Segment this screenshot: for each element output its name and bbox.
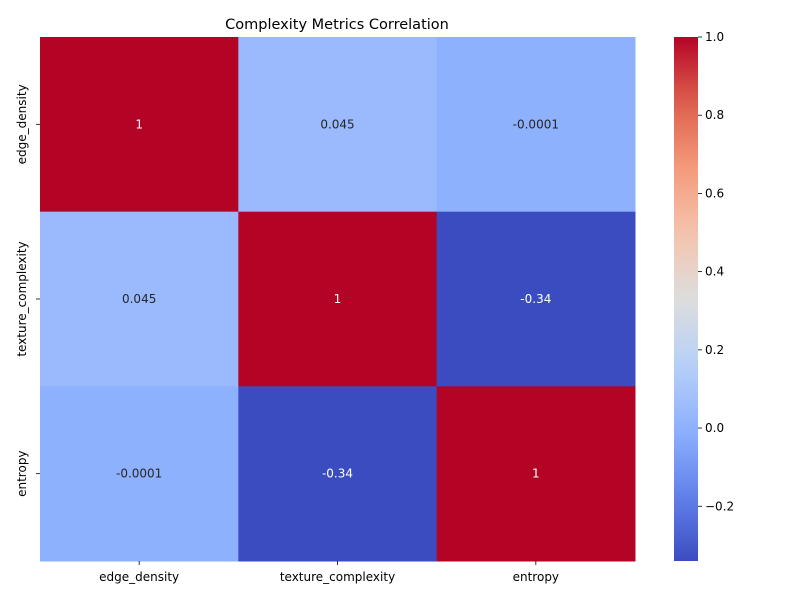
y-tick-label: texture_complexity <box>15 241 29 356</box>
colorbar-tick-label: 1.0 <box>705 30 724 44</box>
heatmap-cells: 1 0.045 -0.0001 0.045 1 -0.34 -0.0001 -0.34 1 <box>40 37 636 562</box>
colorbar-tick-label: 0.8 <box>705 108 724 122</box>
chart-title: Complexity Metrics Correlation <box>225 17 449 33</box>
heatmap-cell-1-1 <box>238 211 438 387</box>
colorbar-tick-label: 0.0 <box>705 421 724 435</box>
cell-annotation-0-0: 1 <box>135 117 143 131</box>
colorbar-tick-label: 0.2 <box>705 343 724 357</box>
cell-annotation-2-2: 1 <box>532 467 540 481</box>
heatmap-cell-0-1 <box>238 37 438 213</box>
x-tick-label: entropy <box>513 570 559 584</box>
heatmap-cell-0-0 <box>40 37 239 213</box>
cell-annotation-2-0: -0.0001 <box>116 467 162 481</box>
cell-annotation-2-1: -0.34 <box>322 467 353 481</box>
colorbar-tick-label: 0.6 <box>705 186 724 200</box>
cell-annotation-1-0: 0.045 <box>122 292 156 306</box>
cell-annotation-1-2: -0.34 <box>520 292 551 306</box>
heatmap-cell-2-0 <box>40 386 239 562</box>
heatmap-cell-2-2 <box>436 386 636 562</box>
cell-annotation-1-1: 1 <box>334 292 342 306</box>
cell-annotation-0-2: -0.0001 <box>513 117 559 131</box>
colorbar-tick-label: −0.2 <box>705 499 734 513</box>
colorbar: 1.0 0.8 0.6 0.4 0.2 0.0 −0.2 <box>674 30 734 561</box>
heatmap-cell-0-2 <box>436 37 636 213</box>
colorbar-gradient <box>674 37 698 561</box>
x-tick-label: texture_complexity <box>280 570 395 584</box>
y-tick-label: entropy <box>15 450 29 496</box>
x-axis: edge_density texture_complexity entropy <box>99 561 559 584</box>
heatmap-cell-1-2 <box>436 211 636 387</box>
x-tick-label: edge_density <box>99 570 179 584</box>
y-tick-label: edge_density <box>15 84 29 164</box>
heatmap-cell-1-0 <box>40 211 239 387</box>
cell-annotation-0-1: 0.045 <box>320 117 354 131</box>
heatmap-cell-2-1 <box>238 386 438 562</box>
colorbar-tick-label: 0.4 <box>705 265 724 279</box>
